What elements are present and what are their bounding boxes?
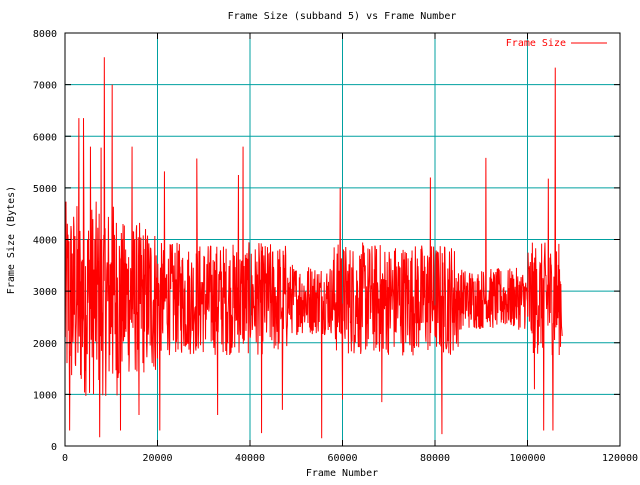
x-tick-label: 100000 <box>509 453 545 464</box>
y-tick-label: 7000 <box>33 81 57 92</box>
ticks: 0 20000 40000 60000 80000 100000 120000 0 1000 20… <box>33 29 638 464</box>
y-axis-label: Frame Size (Bytes) <box>6 186 17 294</box>
x-tick-label: 40000 <box>235 453 265 464</box>
x-tick-label: 60000 <box>327 453 357 464</box>
x-tick-label: 0 <box>62 453 68 464</box>
y-tick-label: 3000 <box>33 287 57 298</box>
y-tick-label: 5000 <box>33 184 57 195</box>
legend: Frame Size <box>506 38 607 49</box>
legend-label: Frame Size <box>506 38 566 49</box>
y-tick-label: 1000 <box>33 390 57 401</box>
x-tick-label: 120000 <box>602 453 638 464</box>
x-tick-label: 20000 <box>142 453 172 464</box>
series-line-frame-size <box>64 57 563 439</box>
y-tick-label: 8000 <box>33 29 57 40</box>
x-axis-label: Frame Number <box>306 468 378 479</box>
y-tick-label: 4000 <box>33 236 57 247</box>
x-tick-label: 80000 <box>420 453 450 464</box>
y-tick-label: 0 <box>51 442 57 453</box>
y-tick-label: 6000 <box>33 132 57 143</box>
series-layer <box>64 57 563 439</box>
y-tick-label: 2000 <box>33 339 57 350</box>
chart-title: Frame Size (subband 5) vs Frame Number <box>228 11 457 22</box>
